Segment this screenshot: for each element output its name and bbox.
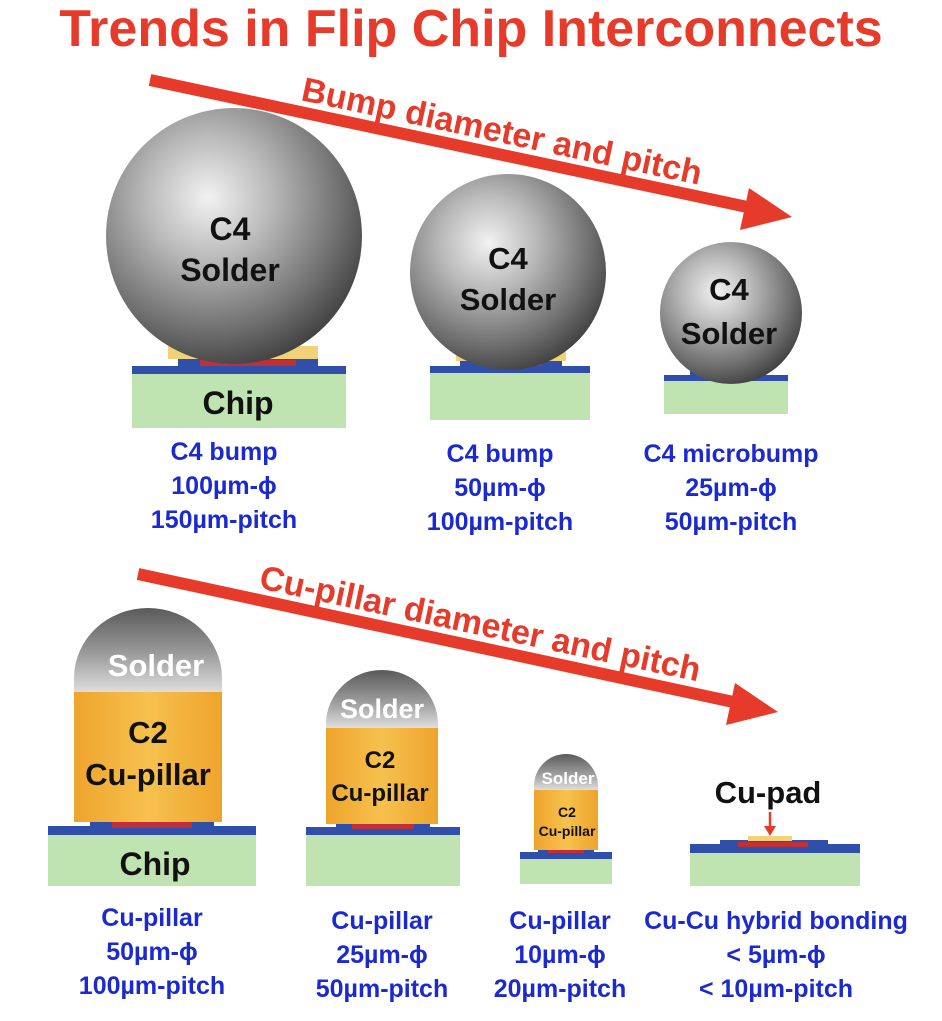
- top-arrow-shaft: [148, 74, 754, 214]
- caption-line: 25µm-ϕ: [685, 474, 777, 502]
- caption-line: C4 bump: [171, 438, 278, 466]
- c4-bump-50-structure: C4 Solder: [410, 174, 606, 420]
- top-arrow-head: [740, 188, 792, 230]
- caption-line: Cu-pillar: [509, 907, 611, 935]
- ball-label-c4: C4: [210, 211, 251, 247]
- passivation-layer: [690, 844, 860, 853]
- chip-substrate: [132, 372, 346, 428]
- solder-label: Solder: [108, 648, 204, 683]
- solder-ball: [410, 174, 606, 370]
- caption-line: C4 microbump: [643, 440, 818, 468]
- bond-pad: [112, 822, 192, 828]
- solder-cap: [534, 754, 598, 790]
- caption-hybrid-bonding: Cu-Cu hybrid bonding < 5µm-ϕ < 10µm-pitc…: [644, 907, 908, 1003]
- caption-line: 50µm-pitch: [665, 508, 797, 536]
- passivation-layer: [306, 827, 460, 835]
- caption-line: 150µm-pitch: [151, 506, 297, 534]
- copper-pillar: [326, 728, 438, 824]
- copper-pad: [748, 836, 792, 841]
- cu-pad-label: Cu-pad: [715, 775, 822, 810]
- caption-line: 50µm-ϕ: [454, 474, 546, 502]
- cu-pillar-10-structure: Solder C2 Cu-pillar: [520, 754, 612, 884]
- pillar-label-cu-pillar: Cu-pillar: [539, 823, 596, 839]
- cu-pillar-25-structure: Solder C2 Cu-pillar: [306, 670, 460, 886]
- chip-substrate: [520, 858, 612, 884]
- caption-line: 50µm-ϕ: [106, 938, 198, 966]
- bond-pad: [352, 824, 414, 829]
- chip-substrate: [664, 380, 788, 414]
- caption-cu-pillar-10: Cu-pillar 10µm-ϕ 20µm-pitch: [494, 907, 626, 1003]
- hybrid-bonding-structure: Cu-pad: [690, 775, 860, 886]
- chip-substrate: [690, 852, 860, 886]
- passivation-layer: [48, 826, 256, 835]
- c4-microbump-structure: C4 Solder: [660, 242, 802, 414]
- pillar-label-cu-pillar: Cu-pillar: [85, 757, 211, 792]
- caption-line: < 5µm-ϕ: [726, 941, 825, 969]
- ball-label-solder: Solder: [180, 252, 280, 288]
- caption-line: 50µm-pitch: [316, 975, 448, 1003]
- copper-pillar: [74, 692, 222, 822]
- bottom-arrow-label: Cu-pillar diameter and pitch: [256, 559, 704, 690]
- caption-c4-microbump: C4 microbump 25µm-ϕ 50µm-pitch: [643, 440, 818, 536]
- solder-ball: [660, 242, 802, 384]
- passivation-layer: [520, 852, 612, 859]
- page-title: Trends in Flip Chip Interconnects: [59, 0, 882, 58]
- ball-label-c4: C4: [709, 272, 749, 307]
- caption-line: < 10µm-pitch: [699, 975, 853, 1003]
- ball-label-solder: Solder: [460, 282, 556, 317]
- caption-c4-bump-50: C4 bump 50µm-ϕ 100µm-pitch: [427, 440, 573, 536]
- caption-line: Cu-pillar: [101, 904, 203, 932]
- chip-label: Chip: [202, 385, 273, 421]
- pillar-label-c2: C2: [558, 804, 576, 820]
- chip-substrate: [306, 834, 460, 886]
- pillar-label-c2: C2: [128, 715, 168, 750]
- bond-pad: [738, 842, 808, 847]
- solder-label: Solder: [340, 694, 425, 724]
- ball-label-solder: Solder: [681, 316, 777, 351]
- bottom-arrow-head: [726, 683, 778, 725]
- caption-line: Cu-pillar: [331, 907, 433, 935]
- passivation-layer: [132, 366, 346, 374]
- cu-pad-pointer-head: [764, 826, 776, 836]
- caption-line: Cu-Cu hybrid bonding: [644, 907, 908, 935]
- chip-substrate: [430, 372, 590, 420]
- solder-ball: [106, 108, 362, 364]
- caption-line: C4 bump: [447, 440, 554, 468]
- bottom-arrow-shaft: [136, 568, 740, 709]
- copper-pillar: [534, 790, 598, 850]
- pillar-label-c2: C2: [365, 747, 396, 774]
- caption-c4-bump-100: C4 bump 100µm-ϕ 150µm-pitch: [151, 438, 297, 534]
- caption-cu-pillar-25: Cu-pillar 25µm-ϕ 50µm-pitch: [316, 907, 448, 1003]
- bond-pad: [548, 849, 584, 853]
- caption-cu-pillar-50: Cu-pillar 50µm-ϕ 100µm-pitch: [79, 904, 225, 1000]
- caption-line: 100µm-pitch: [427, 508, 573, 536]
- solder-cap: [74, 608, 222, 692]
- bottom-trend-arrow: Cu-pillar diameter and pitch: [136, 559, 778, 725]
- pillar-label-cu-pillar: Cu-pillar: [331, 780, 428, 807]
- caption-line: 100µm-ϕ: [171, 472, 276, 500]
- caption-line: 10µm-ϕ: [514, 941, 606, 969]
- caption-line: 100µm-pitch: [79, 972, 225, 1000]
- solder-label: Solder: [542, 769, 595, 788]
- cu-pillar-50-structure: Solder C2 Cu-pillar Chip: [48, 608, 256, 886]
- ball-label-c4: C4: [488, 241, 528, 276]
- caption-line: 25µm-ϕ: [336, 941, 428, 969]
- solder-cap: [326, 670, 438, 728]
- chip-label: Chip: [119, 846, 190, 882]
- chip-substrate: [48, 834, 256, 886]
- c4-bump-100-structure: C4 Solder Chip: [106, 108, 362, 428]
- caption-line: 20µm-pitch: [494, 975, 626, 1003]
